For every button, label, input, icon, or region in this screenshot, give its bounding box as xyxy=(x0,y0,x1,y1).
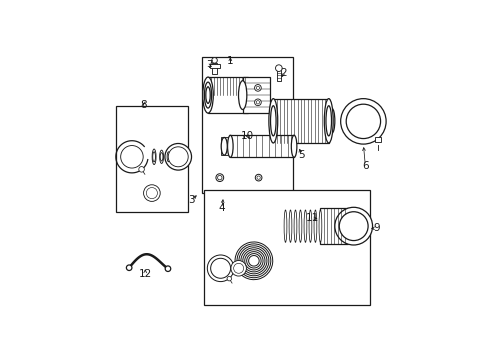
Ellipse shape xyxy=(206,87,210,103)
Circle shape xyxy=(147,188,157,199)
Circle shape xyxy=(255,85,261,91)
Bar xyxy=(208,77,248,113)
Circle shape xyxy=(234,263,244,273)
Circle shape xyxy=(121,145,143,168)
Ellipse shape xyxy=(269,99,278,143)
Ellipse shape xyxy=(167,149,171,165)
Circle shape xyxy=(346,104,381,139)
Ellipse shape xyxy=(309,210,312,242)
Circle shape xyxy=(139,167,145,172)
Text: 6: 6 xyxy=(362,161,368,171)
Ellipse shape xyxy=(329,109,335,133)
Text: 3: 3 xyxy=(188,195,195,205)
Bar xyxy=(204,190,370,305)
Ellipse shape xyxy=(304,210,307,242)
Ellipse shape xyxy=(319,210,322,242)
Text: 8: 8 xyxy=(140,100,147,110)
Text: 4: 4 xyxy=(219,203,225,213)
Bar xyxy=(320,208,348,244)
Circle shape xyxy=(126,265,132,270)
Ellipse shape xyxy=(160,153,163,161)
Circle shape xyxy=(257,176,260,179)
Ellipse shape xyxy=(299,210,302,242)
Text: 11: 11 xyxy=(305,213,318,224)
Ellipse shape xyxy=(294,210,297,242)
Circle shape xyxy=(144,185,160,201)
Circle shape xyxy=(212,58,217,63)
Ellipse shape xyxy=(227,135,233,157)
Circle shape xyxy=(218,175,222,180)
Ellipse shape xyxy=(153,152,155,162)
Bar xyxy=(221,138,227,155)
Text: 5: 5 xyxy=(298,150,304,159)
Circle shape xyxy=(335,207,372,245)
Text: 12: 12 xyxy=(139,269,152,279)
Ellipse shape xyxy=(292,135,297,157)
Ellipse shape xyxy=(221,138,227,155)
Circle shape xyxy=(165,144,192,170)
Circle shape xyxy=(255,99,261,105)
Bar xyxy=(202,57,293,193)
Circle shape xyxy=(256,86,260,90)
Bar xyxy=(230,135,294,157)
Circle shape xyxy=(275,65,282,72)
Ellipse shape xyxy=(324,99,333,143)
Circle shape xyxy=(227,276,231,281)
Bar xyxy=(273,99,329,143)
Circle shape xyxy=(256,101,260,104)
Ellipse shape xyxy=(167,152,170,162)
Ellipse shape xyxy=(314,210,317,242)
Bar xyxy=(375,137,382,142)
Circle shape xyxy=(231,261,246,276)
Ellipse shape xyxy=(284,210,287,242)
Ellipse shape xyxy=(160,150,164,163)
Ellipse shape xyxy=(326,106,332,136)
Bar xyxy=(243,77,270,113)
Circle shape xyxy=(168,147,188,167)
Ellipse shape xyxy=(152,149,156,165)
Circle shape xyxy=(341,99,386,144)
Ellipse shape xyxy=(289,210,292,242)
Text: 9: 9 xyxy=(373,223,380,233)
Ellipse shape xyxy=(239,81,247,109)
Text: 2: 2 xyxy=(280,68,287,78)
Text: 7: 7 xyxy=(206,60,212,70)
Bar xyxy=(212,63,217,74)
Circle shape xyxy=(216,174,223,181)
Circle shape xyxy=(339,212,368,240)
Ellipse shape xyxy=(204,82,212,108)
Circle shape xyxy=(255,174,262,181)
Circle shape xyxy=(165,266,171,271)
Text: 10: 10 xyxy=(241,131,254,141)
Ellipse shape xyxy=(203,77,213,113)
Bar xyxy=(277,70,281,81)
Circle shape xyxy=(207,255,234,282)
Bar xyxy=(116,105,189,212)
Ellipse shape xyxy=(270,106,276,136)
Text: 1: 1 xyxy=(227,56,234,66)
Bar xyxy=(210,64,220,68)
Circle shape xyxy=(211,258,231,278)
